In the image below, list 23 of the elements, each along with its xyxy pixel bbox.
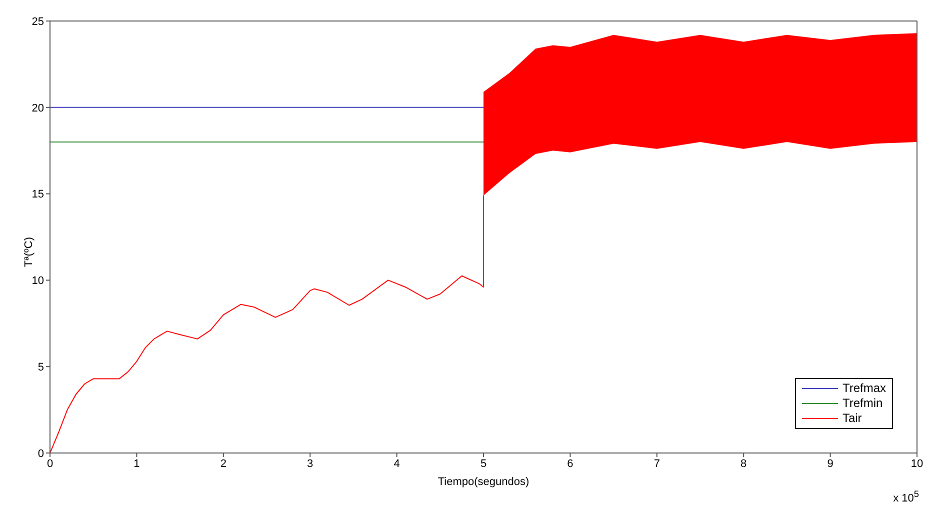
x-tick-label: 1 (134, 458, 140, 470)
y-tick-label: 25 (32, 16, 44, 28)
y-tick-label: 20 (32, 102, 44, 114)
x-tick-label: 7 (654, 458, 660, 470)
x-tick-label: 5 (480, 458, 487, 470)
x-tick-label: 10 (910, 458, 924, 470)
x-axis-title: Tiempo(segundos) (438, 476, 530, 488)
x-tick-label: 4 (394, 458, 400, 470)
y-tick-label: 10 (32, 275, 44, 288)
x-tick-label: 8 (740, 458, 747, 470)
y-tick-label: 15 (32, 188, 44, 201)
x-tick-label: 0 (46, 458, 54, 470)
text: x 10$^{5}$ (893, 489, 919, 505)
x-tick-label: 3 (307, 458, 314, 470)
y-tick-label: 0 (38, 448, 44, 460)
legend-label: Trefmin (842, 396, 883, 411)
x-tick-label: 6 (567, 458, 574, 470)
y-axis-title: Tª(ºC) (22, 237, 35, 268)
legend-label: Tair (842, 411, 862, 426)
legend-label: Trefmax (842, 381, 886, 396)
x-tick-label: 9 (827, 458, 834, 470)
y-tick-label: 5 (38, 362, 44, 374)
x-tick-label: 2 (220, 458, 226, 470)
